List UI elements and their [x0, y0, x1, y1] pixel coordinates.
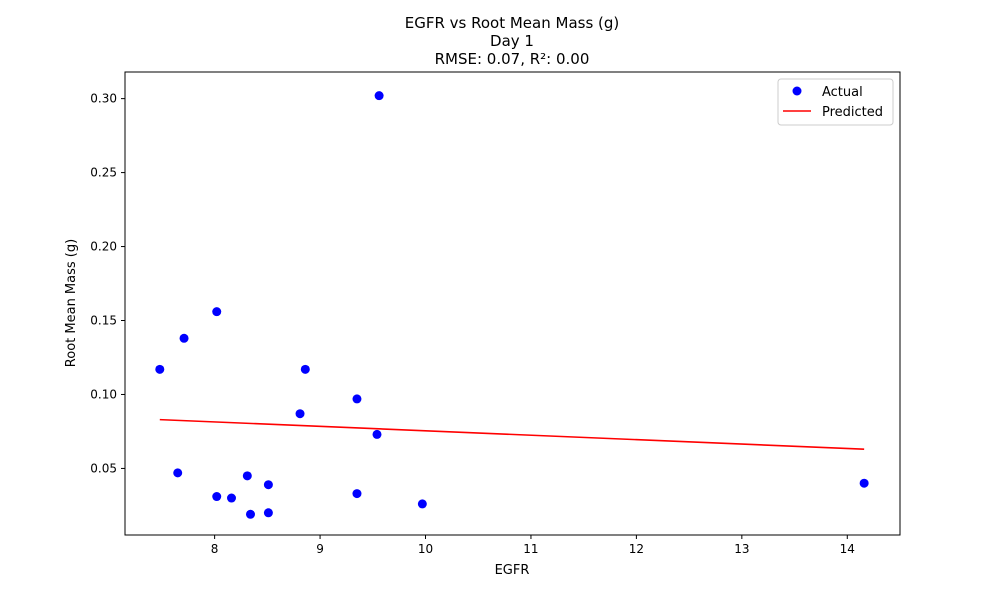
- x-tick-label: 8: [211, 542, 219, 556]
- actual-data-point-2: [173, 468, 183, 478]
- x-tick-label: 10: [418, 542, 433, 556]
- legend-box: [777, 78, 894, 126]
- actual-data-point-1: [155, 364, 165, 374]
- actual-data-point-13: [352, 394, 362, 404]
- x-tick-label: 12: [629, 542, 644, 556]
- chart-title-line-1: EGFR vs Root Mean Mass (g): [405, 14, 620, 32]
- x-tick-label: 9: [316, 542, 324, 556]
- y-tick-label: 0.15: [90, 314, 117, 328]
- x-tick-label: 14: [840, 542, 855, 556]
- y-axis-label: Root Mean Mass (g): [64, 239, 79, 367]
- chart-subtitle-day: Day 1: [490, 32, 534, 50]
- legend-marker-actual: [792, 86, 802, 96]
- actual-data-point-16: [374, 91, 384, 101]
- y-tick-label: 0.25: [90, 166, 117, 180]
- actual-data-point-4: [212, 307, 222, 317]
- legend-label-actual: Actual: [822, 85, 863, 100]
- actual-data-point-6: [226, 493, 236, 503]
- y-tick-label: 0.05: [90, 461, 117, 475]
- x-axis-ticks: 8 9 10 11 12 13 14: [211, 535, 855, 556]
- actual-data-point-11: [295, 409, 305, 419]
- actual-data-point-7: [242, 471, 252, 481]
- y-tick-label: 0.20: [90, 240, 117, 254]
- x-tick-label: 11: [523, 542, 538, 556]
- actual-data-point-3: [179, 333, 189, 343]
- chart-title: EGFR vs Root Mean Mass (g) Day 1 RMSE: 0…: [405, 14, 620, 68]
- actual-data-point-18: [859, 478, 869, 488]
- x-axis-label: EGFR: [495, 563, 530, 578]
- y-tick-label: 0.30: [90, 92, 117, 106]
- actual-data-point-12: [300, 364, 310, 374]
- y-tick-label: 0.10: [90, 387, 117, 401]
- actual-data-point-14: [352, 489, 362, 499]
- actual-data-point-17: [417, 499, 427, 509]
- legend: Actual Predicted: [777, 78, 894, 126]
- plot-content: [155, 91, 869, 519]
- actual-data-point-9: [263, 480, 273, 490]
- actual-data-point-8: [245, 509, 255, 519]
- chart-subtitle-metrics: RMSE: 0.07, R²: 0.00: [435, 50, 590, 68]
- actual-data-point-5: [212, 492, 222, 502]
- predicted-regression-line: [159, 418, 865, 451]
- actual-data-point-10: [263, 508, 273, 518]
- legend-label-predicted: Predicted: [822, 105, 883, 120]
- plot-area-frame: [124, 71, 901, 536]
- x-tick-label: 13: [734, 542, 749, 556]
- actual-data-point-15: [372, 429, 382, 439]
- y-axis-ticks: 0.05 0.10 0.15 0.20 0.25 0.30: [90, 92, 125, 475]
